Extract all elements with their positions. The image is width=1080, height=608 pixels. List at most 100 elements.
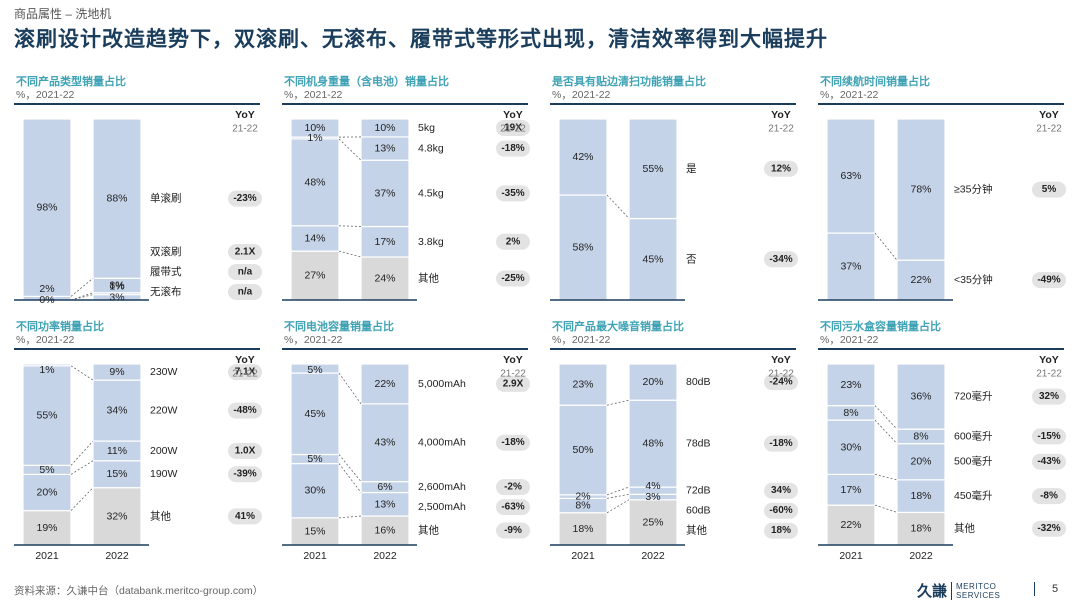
yoy-value: 5%: [1042, 184, 1057, 195]
bar-segment: [896, 118, 946, 261]
yoy-pill: [228, 364, 262, 381]
yoy-pill: [228, 442, 262, 459]
yoy-subheader: 21-22: [500, 124, 526, 135]
connector-line: [606, 493, 630, 499]
connector-line: [606, 399, 630, 406]
yoy-pill: [764, 435, 798, 452]
yoy-value: -8%: [1040, 491, 1058, 502]
segment-label: 3%: [645, 491, 660, 503]
bar-segment: [22, 363, 72, 367]
chart-title: 不同产品类型销量占比: [16, 76, 126, 88]
title-rule: [818, 103, 1064, 105]
chart-subtitle: %，2021-22: [284, 89, 343, 101]
yoy-value: -18%: [501, 437, 524, 448]
bar-segment: [290, 462, 340, 519]
logo-en-line2: SERVICES: [956, 590, 1001, 600]
series-label: 其他: [150, 509, 171, 522]
chart-subtitle: %，2021-22: [16, 334, 75, 346]
yoy-pill: [228, 264, 262, 280]
series-label: 720毫升: [954, 390, 993, 403]
bar-segment: [628, 363, 678, 401]
segment-label: 5%: [39, 464, 54, 476]
bar-segment: [22, 510, 72, 546]
chart-panel-edge-cleaning: 是否具有贴边清扫功能销量占比 %，2021-22 58% 42% 45% 55% 是 12…: [550, 73, 798, 313]
yoy-value: -63%: [501, 502, 524, 513]
breadcrumb: 商品属性 – 洗地机: [14, 7, 112, 21]
connector-line: [606, 499, 630, 514]
connector-line: [606, 194, 630, 219]
connector-line: [338, 372, 362, 405]
chart-subtitle: %，2021-22: [284, 334, 343, 346]
segment-label: 20%: [910, 456, 931, 468]
segment-label: 37%: [374, 187, 395, 199]
yoy-pill: [496, 434, 530, 451]
segment-label: 9%: [109, 366, 124, 378]
connector-line: [338, 138, 362, 161]
segment-label: 43%: [374, 437, 395, 449]
yoy-value: -34%: [769, 254, 792, 265]
segment-label: 4%: [645, 480, 660, 492]
title-rule: [14, 348, 260, 350]
stacked-bar-chart: 0%2% 98% 3%1%8% 88% 单滚刷 -23% 双滚刷 2.1X 履带式 n/a 无滚布 n…: [14, 109, 262, 306]
segment-label: 8%: [575, 500, 590, 512]
chart-subtitle: %，2021-22: [552, 89, 611, 101]
stacked-bar-chart: 22% 17% 30% 8% 23% 18% 18% 20% 8% 36% 720毫升 32% 600毫…: [818, 354, 1066, 562]
segment-label: 20%: [642, 376, 663, 388]
yoy-value: 12%: [771, 163, 791, 174]
segment-label: 30%: [840, 441, 861, 453]
title-rule: [550, 348, 796, 350]
yoy-header: YoY: [235, 354, 255, 366]
segment-label: 45%: [304, 408, 325, 420]
yoy-subheader: 21-22: [232, 124, 258, 135]
yoy-value: -23%: [233, 193, 256, 204]
yoy-value: 7.1X: [235, 367, 256, 378]
yoy-pill: [764, 522, 798, 539]
series-label: 是: [686, 163, 697, 175]
connector-line: [874, 419, 898, 444]
segment-label: 0%: [39, 294, 54, 306]
yoy-pill: [496, 233, 530, 250]
segment-label: 20%: [36, 487, 57, 499]
chart-panel-product-type: 不同产品类型销量占比 %，2021-22 0% 2% 98% 3% 1% 8% 88% 单滚刷…: [14, 73, 262, 313]
segment-label: 24%: [374, 272, 395, 284]
segment-label: 18%: [910, 523, 931, 535]
connector-line: [338, 515, 362, 519]
bar-segment: [558, 512, 608, 546]
series-label: 200W: [150, 445, 178, 457]
chart-panel-weight: 不同机身重量（含电池）销量占比 %，2021-22 27% 14% 48% 1% 10%…: [282, 73, 530, 313]
chart-title: 不同产品最大噪音销量占比: [552, 321, 684, 333]
yoy-header: YoY: [1039, 109, 1059, 121]
yoy-pill: [1032, 428, 1066, 445]
yoy-value: 34%: [771, 485, 791, 496]
segment-label: 16%: [374, 525, 395, 537]
stacked-bar-chart: 15% 30% 5% 45% 5% 16% 13% 6% 43% 22% 5,000mAh 2.9X 4…: [282, 354, 530, 562]
bar-segment: [826, 504, 876, 546]
segment-label: 19%: [36, 522, 57, 534]
bar-segment: [92, 487, 142, 546]
bar-segment: [92, 460, 142, 489]
segment-label: 6%: [377, 481, 392, 493]
segment-label: 15%: [106, 468, 127, 480]
bar-segment: [22, 118, 72, 297]
series-label: 72dB: [686, 485, 711, 497]
connector-line: [70, 277, 94, 297]
segment-label: 23%: [572, 379, 593, 391]
stacked-bar-chart: 37% 63% 22% 78% ≥35分钟 5% <35分钟 -49% YoY 21-22: [818, 109, 1066, 301]
bar-segment: [558, 404, 608, 496]
bar-segment: [290, 363, 340, 374]
segment-label: 36%: [910, 391, 931, 403]
x-tick-label: 2022: [909, 550, 933, 562]
yoy-value: 2.1X: [235, 247, 256, 258]
segment-label: 34%: [106, 405, 127, 417]
yoy-subheader: 21-22: [500, 369, 526, 380]
series-label: 4.5kg: [418, 187, 444, 199]
chart-panel-power: 不同功率销量占比 %，2021-22 19% 20% 5% 55% 1% 32% 15% 11…: [14, 318, 262, 562]
yoy-pill: [764, 502, 798, 519]
stacked-bar-chart: 18% 8%2% 50% 23% 25% 3%4% 48% 20% 80dB -24% 78dB -1…: [550, 354, 798, 562]
segment-label: 25%: [642, 516, 663, 528]
bar-segment: [826, 473, 876, 506]
series-label: 80dB: [686, 376, 711, 388]
segment-label: 45%: [642, 253, 663, 265]
segment-label: 10%: [374, 122, 395, 134]
bar-segment: [92, 379, 142, 442]
